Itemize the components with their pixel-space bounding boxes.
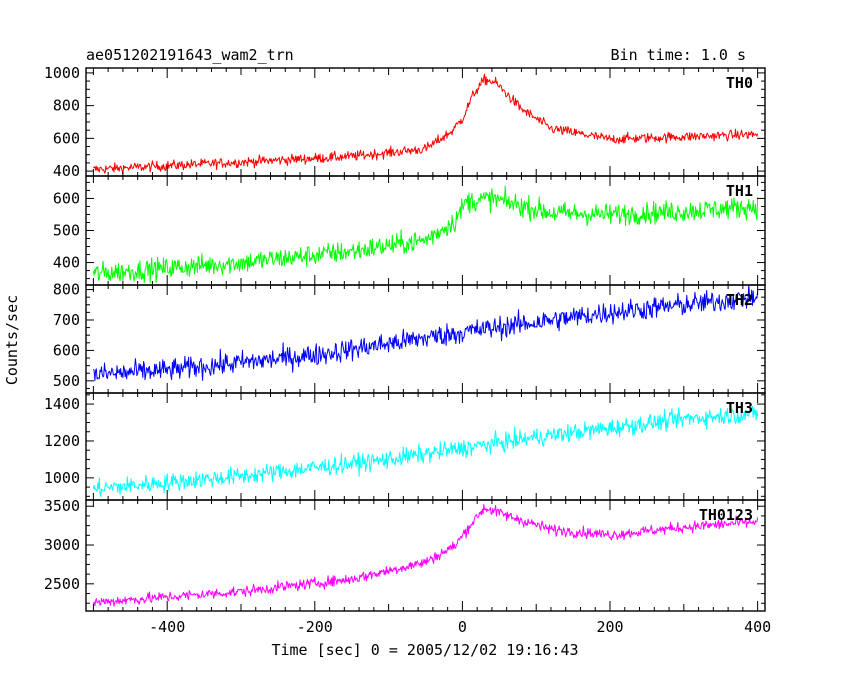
y-tick-label: 1000 <box>44 64 80 82</box>
y-tick-label: 400 <box>53 254 80 272</box>
y-tick-label: 800 <box>53 97 80 115</box>
series-th3-trace <box>92 406 759 498</box>
y-tick-label: 2500 <box>44 575 80 593</box>
x-tick-label: -400 <box>149 618 185 636</box>
y-tick-label: 600 <box>53 341 80 359</box>
y-tick-label: 400 <box>53 162 80 180</box>
y-tick-label: 1400 <box>44 395 80 413</box>
y-tick-label: 1200 <box>44 432 80 450</box>
y-tick-label: 500 <box>53 222 80 240</box>
x-tick-label: -200 <box>297 618 333 636</box>
x-tick-label: 200 <box>596 618 623 636</box>
series-th0123-trace <box>92 504 759 607</box>
series-label-th3: TH3 <box>726 399 753 417</box>
chart-title: ae051202191643_wam2_trn <box>86 46 294 64</box>
panel-th3: 1000 1200 1400 TH3 <box>44 392 766 501</box>
series-label-th0123: TH0123 <box>699 506 753 524</box>
y-tick-label: 700 <box>53 311 80 329</box>
series-label-th1: TH1 <box>726 182 753 200</box>
series-label-th2: TH2 <box>726 291 753 309</box>
y-tick-label: 3000 <box>44 536 80 554</box>
bin-time-label: Bin time: 1.0 s <box>611 46 746 64</box>
series-label-th0: TH0 <box>726 74 753 92</box>
x-tick-label: 0 <box>458 618 467 636</box>
series-th2-trace <box>92 285 759 382</box>
y-tick-label: 1000 <box>44 469 80 487</box>
y-tick-label: 500 <box>53 372 80 390</box>
panel-th0: 400 600 800 1000 TH0 <box>44 64 766 180</box>
x-axis-label: Time [sec] 0 = 2005/12/02 19:16:43 <box>271 641 578 659</box>
panel-th2: 500 600 700 800 TH2 <box>53 281 766 394</box>
panels-group: 400 600 800 1000 TH0 400 500 600 TH1 500 600 700 800… <box>44 64 771 636</box>
x-tick-label: 400 <box>744 618 771 636</box>
panel-th1: 400 500 600 TH1 <box>53 175 766 286</box>
panel-frame <box>85 499 766 612</box>
y-tick-label: 600 <box>53 189 80 207</box>
series-th1-trace <box>92 185 759 284</box>
y-tick-label: 600 <box>53 129 80 147</box>
y-tick-label: 800 <box>53 281 80 299</box>
y-tick-label: 3500 <box>44 497 80 515</box>
y-axis-label: Counts/sec <box>3 295 21 385</box>
panel-th0123: 2500 3000 3500 TH0123 <box>44 497 766 612</box>
panel-frame <box>85 67 766 177</box>
series-th0-trace <box>93 73 759 176</box>
